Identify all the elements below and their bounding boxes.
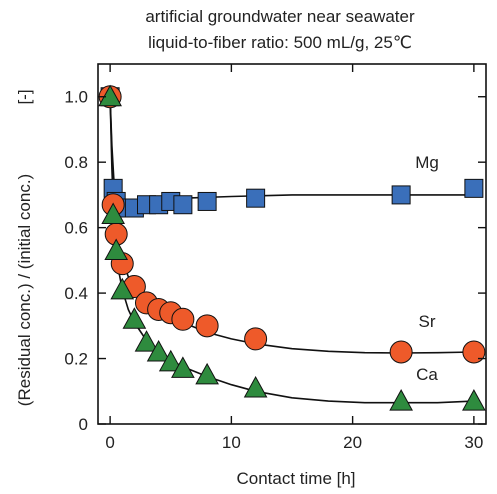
x-tick-label: 0: [105, 433, 114, 452]
data-point-sr: [195, 314, 219, 338]
y-tick-label: 0.2: [64, 350, 88, 369]
data-point-ca: [389, 389, 413, 411]
y-tick-label: 1.0: [64, 88, 88, 107]
data-point-sr: [462, 340, 486, 364]
x-tick-label: 10: [222, 433, 241, 452]
y-tick-label: 0.8: [64, 153, 88, 172]
series-label-ca: Ca: [416, 365, 438, 384]
fit-curve-mg: [109, 96, 474, 206]
series-label-sr: Sr: [419, 312, 436, 331]
y-axis-title: (Residual conc.) / (initial conc.): [15, 174, 34, 406]
axis-ticks: 0 10 20 30 0 0.2 0.4 0.6 0.8 1.0: [64, 64, 486, 452]
y-tick-label: 0.6: [64, 219, 88, 238]
data-point-ca: [158, 349, 183, 372]
data-point-mg: [173, 195, 193, 215]
chart-title-line-1: artificial groundwater near seawater: [145, 7, 415, 26]
data-point-ca: [146, 339, 171, 362]
data-point-mg: [464, 178, 484, 198]
y-tick-label: 0.4: [64, 284, 88, 303]
data-point-ca: [101, 202, 126, 225]
data-point-mg: [197, 191, 217, 211]
data-point-ca: [104, 238, 129, 261]
data-point-ca: [195, 362, 219, 385]
data-point-ca: [134, 330, 159, 352]
data-point-sr: [171, 307, 195, 331]
y-tick-label: 0: [79, 415, 88, 434]
data-point-sr: [389, 340, 413, 364]
x-axis-title: Contact time [h]: [236, 469, 355, 488]
data-point-ca: [462, 389, 486, 411]
series-labels: Mg Sr Ca: [415, 153, 439, 384]
series-label-mg: Mg: [415, 153, 439, 172]
data-point-mg: [246, 188, 266, 208]
plot-frame: [97, 63, 487, 425]
x-tick-label: 20: [343, 433, 362, 452]
data-point-sr: [244, 327, 268, 351]
data-point-ca: [171, 356, 195, 378]
y-axis-unit: [-]: [15, 89, 34, 104]
data-point-ca: [110, 277, 135, 300]
chart-title-line-2: liquid-to-fiber ratio: 500 mL/g, 25℃: [148, 33, 412, 52]
data-markers: [98, 84, 486, 411]
data-point-ca: [98, 84, 122, 107]
data-point-ca: [243, 375, 268, 398]
data-point-ca: [122, 307, 147, 329]
x-tick-label: 30: [464, 433, 483, 452]
data-point-mg: [391, 185, 411, 205]
